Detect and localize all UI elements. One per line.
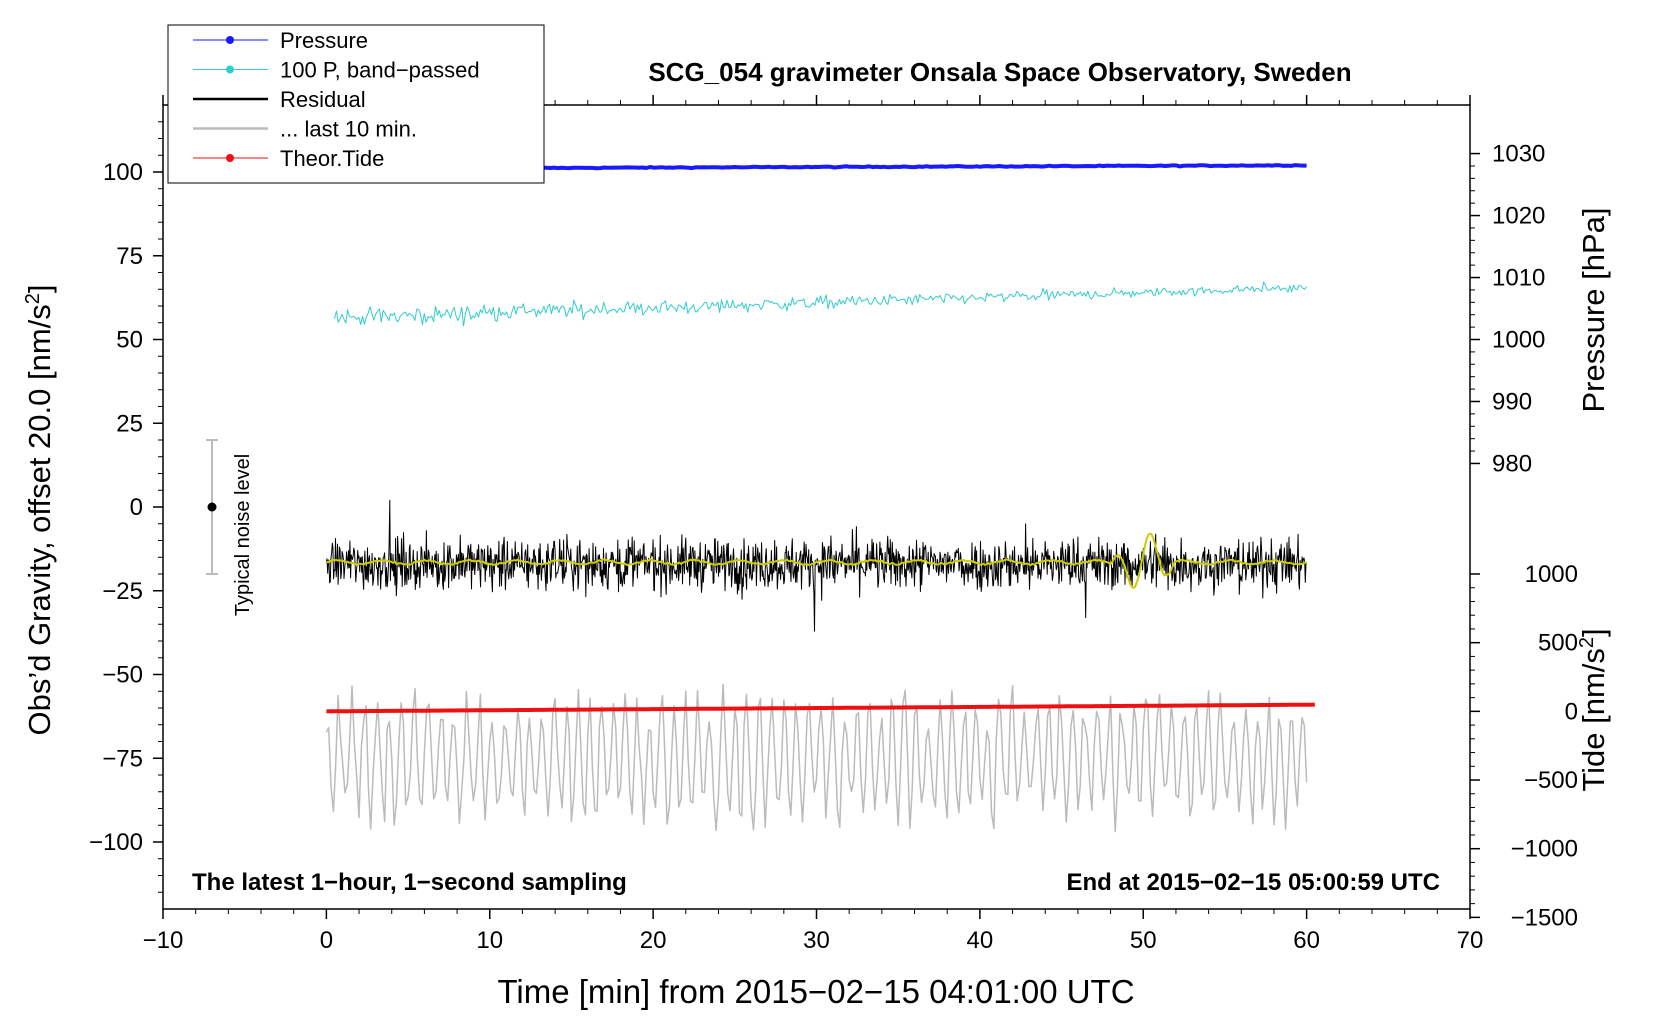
axes-layer: −10 0 10 20 30 40 50 60 701007550250−25−50−75−10… [89, 95, 1578, 954]
noise-bar-center-dot [207, 502, 217, 512]
tide-axis-label-sup: 2 [1576, 637, 1598, 648]
y-left-tick-label-5: −25 [102, 578, 143, 605]
series-theor-tide-line [326, 702, 1315, 714]
x-tick-label-1: 0 [320, 927, 333, 954]
legend-pressure-dot [226, 36, 234, 44]
tide-axis-label: Tide [nm/s2] [1576, 628, 1611, 791]
y-axis-label-left: Obs’d Gravity, offset 20.0 [nm/s2] [22, 284, 57, 735]
chart-title: SCG_054 gravimeter Onsala Space Observat… [648, 57, 1351, 87]
x-tick-label-4: 30 [803, 927, 830, 954]
pressure-tick-label-3: 1000 [1492, 327, 1545, 354]
y-left-tick-label-4: 0 [130, 494, 143, 521]
pressure-axis-label: Pressure [hPa] [1576, 207, 1611, 412]
tide-tick-label-5: −1500 [1511, 904, 1578, 931]
y-axis-label-left-end: ] [22, 284, 57, 293]
x-tick-label-0: −10 [143, 927, 184, 954]
series-100-p-band-passed-line [334, 281, 1308, 327]
pressure-tick-label-0: 1030 [1492, 141, 1545, 168]
series-layer [325, 163, 1315, 833]
tide-tick-label-2: 0 [1565, 698, 1578, 725]
y-left-tick-label-1: 75 [116, 243, 143, 270]
pressure-tick-label-5: 980 [1492, 450, 1532, 477]
pressure-tick-label-2: 1010 [1492, 265, 1545, 292]
y-left-tick-label-6: −50 [102, 662, 143, 689]
series-pressure-line [538, 163, 1307, 171]
y-left-tick-label-2: 50 [116, 327, 143, 354]
series-last-10-min-line [325, 683, 1308, 833]
legend-pressure-label: Pressure [280, 28, 368, 53]
tide-tick-label-3: −500 [1524, 767, 1578, 794]
legend-100-p-band-passed-dot [226, 65, 234, 74]
tide-tick-label-4: −1000 [1511, 836, 1578, 863]
y-left-tick-label-0: 100 [103, 159, 143, 186]
y-left-tick-label-7: −75 [102, 745, 143, 772]
x-tick-label-5: 40 [967, 927, 994, 954]
x-axis-label: Time [min] from 2015−02−15 04:01:00 UTC [497, 973, 1134, 1010]
legend: Pressure 100 P, band−passed Residual ... la… [167, 24, 545, 184]
legend-theor-tide-dot [226, 154, 234, 162]
tide-tick-label-1: 500 [1538, 630, 1578, 657]
legend-residual-label: Residual [280, 87, 366, 112]
y-left-tick-label-8: −100 [89, 829, 143, 856]
series-residual-line [325, 499, 1307, 632]
x-tick-label-2: 10 [476, 927, 503, 954]
noise-level-label: Typical noise level [232, 454, 254, 616]
x-tick-label-6: 50 [1130, 927, 1157, 954]
series-residual-smoothed-line [326, 532, 1307, 589]
tide-axis-label-main: Tide [nm/s [1576, 648, 1611, 792]
pressure-tick-label-1: 1020 [1492, 203, 1545, 230]
legend-last-10-min-label: ... last 10 min. [280, 117, 417, 142]
tide-axis-label-end: ] [1576, 628, 1611, 637]
y-axis-label-left-main: Obs’d Gravity, offset 20.0 [nm/s [22, 304, 57, 735]
x-tick-label-3: 20 [640, 927, 667, 954]
legend-theor-tide-label: Theor.Tide [280, 146, 384, 171]
legend-100-p-band-passed-label: 100 P, band−passed [280, 58, 480, 83]
x-tick-label-8: 70 [1457, 927, 1484, 954]
noise-level-indicator: Typical noise level [206, 439, 254, 616]
legend-items: Pressure 100 P, band−passed Residual ... la… [193, 28, 480, 171]
y-left-tick-label-3: 25 [116, 410, 143, 437]
tide-tick-label-0: 1000 [1525, 561, 1578, 588]
y-axis-label-left-sup: 2 [22, 293, 44, 304]
annotation-bottom-left: The latest 1−hour, 1−second sampling [192, 869, 627, 896]
x-tick-label-7: 60 [1293, 927, 1320, 954]
annotation-bottom-right: End at 2015−02−15 05:00:59 UTC [1066, 869, 1440, 896]
pressure-tick-label-4: 990 [1492, 388, 1532, 415]
